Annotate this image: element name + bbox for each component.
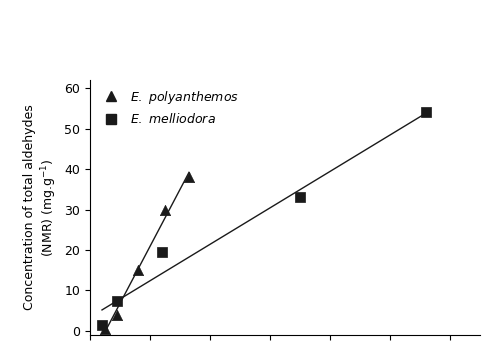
Point	[185, 174, 193, 180]
Point	[98, 322, 106, 328]
Point	[113, 298, 121, 304]
Point	[113, 312, 121, 317]
Point	[296, 194, 304, 200]
Point	[134, 267, 142, 273]
Legend: $\it{E.\ polyanthemos}$, $\it{E.\ melliodora}$: $\it{E.\ polyanthemos}$, $\it{E.\ mellio…	[96, 86, 242, 128]
Point	[161, 207, 169, 213]
Point	[158, 249, 166, 255]
Point	[101, 326, 109, 332]
Y-axis label: Concentration of total aldehydes
(NMR) (mg.g$^{-1}$): Concentration of total aldehydes (NMR) (…	[24, 104, 58, 310]
Point	[422, 110, 430, 115]
